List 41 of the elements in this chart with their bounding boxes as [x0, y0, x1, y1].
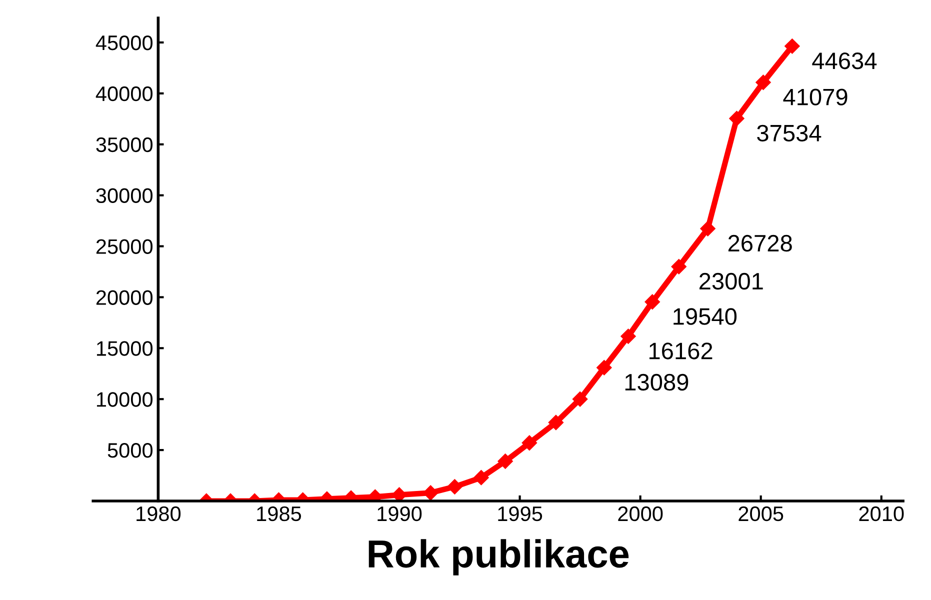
y-tick-label: 15000	[96, 341, 153, 356]
point	[572, 392, 588, 407]
y-tick-label: 45000	[96, 35, 153, 50]
point	[423, 485, 438, 500]
data-label: 37534	[757, 124, 822, 142]
data-label: 26728	[728, 234, 792, 252]
point	[671, 259, 686, 274]
data-label: 44634	[812, 52, 877, 70]
data-label: 16162	[650, 342, 712, 360]
data-label: 13089	[625, 374, 688, 391]
point	[447, 479, 462, 494]
point	[474, 470, 489, 486]
point	[596, 360, 612, 376]
point	[700, 221, 716, 236]
point	[620, 328, 636, 344]
x-tick-label: 2000	[618, 506, 663, 522]
data-label: 41079	[783, 88, 848, 106]
point	[729, 110, 744, 126]
x-tick-label: 1995	[498, 506, 542, 522]
point	[784, 38, 800, 54]
y-tick-label: 10000	[96, 392, 153, 407]
point	[522, 435, 537, 450]
y-tick-label: 5000	[108, 443, 153, 458]
y-tick-label: 25000	[96, 239, 153, 254]
point	[498, 454, 513, 469]
point	[548, 414, 564, 430]
point	[644, 294, 660, 310]
y-tick-label: 35000	[96, 137, 153, 152]
y-tick-label: 20000	[96, 290, 153, 305]
x-tick-label: 1980	[136, 506, 181, 522]
y-tick-label: 30000	[96, 188, 153, 204]
data-label: 23001	[700, 272, 763, 290]
point	[392, 487, 407, 501]
x-tick-label: 1985	[257, 506, 302, 522]
data-label: 19540	[674, 308, 737, 325]
y-tick-label: 40000	[96, 86, 153, 102]
x-tick-label: 2010	[859, 506, 904, 522]
x-axis-title: Rok publikace	[368, 539, 629, 576]
x-tick-label: 2005	[738, 506, 784, 522]
point	[756, 74, 771, 90]
x-tick-label: 1990	[378, 506, 422, 522]
